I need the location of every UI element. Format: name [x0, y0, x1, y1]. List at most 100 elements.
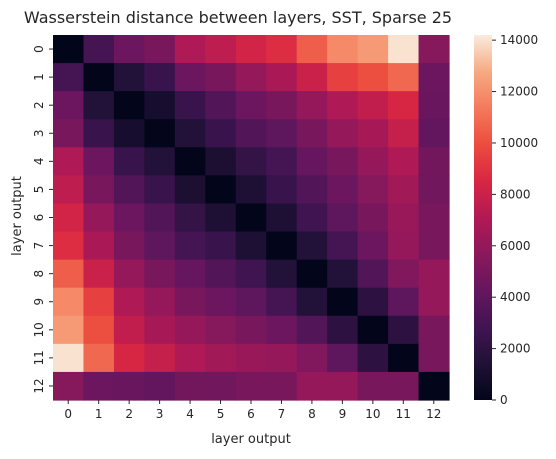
heatmap-cell [327, 231, 359, 261]
heatmap-cell [144, 175, 176, 205]
heatmap-cell [113, 315, 145, 345]
heatmap-cell [53, 371, 85, 401]
heatmap-cell [418, 343, 450, 373]
heatmap-cell [388, 287, 420, 317]
heatmap-cell [174, 231, 206, 261]
x-tick-label: 0 [64, 407, 72, 421]
chart-title: Wasserstein distance between layers, SST… [24, 8, 452, 27]
heatmap-cell [266, 315, 298, 345]
heatmap-cell [83, 231, 115, 261]
x-tick-label: 5 [217, 407, 225, 421]
heatmap-cell [357, 343, 389, 373]
heatmap-cell [113, 147, 145, 176]
heatmap-cell [113, 287, 145, 317]
colorbar-tick-label: 4000 [500, 290, 531, 304]
heatmap-cells [53, 35, 450, 401]
x-tick-label: 10 [365, 407, 380, 421]
heatmap-cell [113, 35, 145, 64]
heatmap-cell [388, 119, 420, 148]
heatmap-cell [144, 371, 176, 401]
x-tick-label: 2 [125, 407, 133, 421]
heatmap-cell [144, 147, 176, 176]
heatmap-cell [327, 63, 359, 92]
heatmap-cell [144, 343, 176, 373]
heatmap-cell [205, 91, 237, 120]
heatmap-cell [327, 35, 359, 64]
heatmap-cell [357, 315, 389, 345]
heatmap-cell [357, 175, 389, 205]
heatmap-cell [83, 119, 115, 148]
x-axis-ticks: 0 1 2 3 4 5 6 7 8 9 10 11 12 [64, 400, 441, 421]
x-tick-label: 3 [156, 407, 164, 421]
heatmap-cell [235, 259, 267, 289]
heatmap-cell [205, 35, 237, 64]
heatmap-cell [388, 343, 420, 373]
heatmap-cell [174, 259, 206, 289]
heatmap-cell [144, 203, 176, 233]
heatmap-cell [296, 343, 328, 373]
heatmap-cell [53, 315, 85, 345]
heatmap-cell [327, 175, 359, 205]
heatmap-cell [266, 287, 298, 317]
heatmap-cell [113, 343, 145, 373]
heatmap-cell [266, 231, 298, 261]
heatmap-cell [418, 35, 450, 64]
x-tick-label: 7 [278, 407, 286, 421]
heatmap-cell [418, 231, 450, 261]
y-tick-label: 2 [32, 101, 46, 109]
heatmap-cell [83, 371, 115, 401]
heatmap-cell [174, 343, 206, 373]
heatmap-cell [174, 175, 206, 205]
heatmap-cell [174, 63, 206, 92]
heatmap-cell [418, 259, 450, 289]
heatmap-cell [357, 63, 389, 92]
heatmap-cell [205, 175, 237, 205]
y-tick-label: 4 [32, 158, 46, 166]
heatmap-cell [357, 203, 389, 233]
heatmap-cell [235, 63, 267, 92]
heatmap-cell [113, 231, 145, 261]
heatmap-cell [174, 371, 206, 401]
heatmap-cell [327, 203, 359, 233]
heatmap-cell [205, 203, 237, 233]
colorbar-tick-label: 2000 [500, 342, 531, 356]
heatmap-cell [357, 91, 389, 120]
heatmap-cell [357, 231, 389, 261]
heatmap-cell [144, 231, 176, 261]
colorbar-tick-label: 12000 [500, 85, 538, 99]
colorbar-tick-label: 8000 [500, 187, 531, 201]
heatmap-cell [418, 371, 450, 401]
heatmap-cell [327, 119, 359, 148]
heatmap-cell [327, 147, 359, 176]
heatmap-cell [205, 231, 237, 261]
heatmap-cell [266, 371, 298, 401]
colorbar-ticks: 0 2000 4000 6000 8000 10000 12000 14000 [492, 33, 538, 407]
heatmap-cell [53, 287, 85, 317]
x-axis-label: layer output [211, 432, 291, 447]
heatmap-cell [83, 343, 115, 373]
x-tick-label: 6 [247, 407, 255, 421]
heatmap-cell [388, 63, 420, 92]
colorbar-tick-label: 0 [500, 393, 508, 407]
heatmap-cell [83, 259, 115, 289]
heatmap-cell [83, 147, 115, 176]
heatmap-cell [388, 371, 420, 401]
y-tick-label: 8 [32, 270, 46, 278]
heatmap-cell [327, 343, 359, 373]
colorbar-tick-label: 10000 [500, 136, 538, 150]
heatmap-cell [327, 259, 359, 289]
heatmap-cell [53, 259, 85, 289]
heatmap-cell [296, 175, 328, 205]
heatmap-cell [53, 91, 85, 120]
heatmap-cell [327, 315, 359, 345]
heatmap-cell [266, 119, 298, 148]
heatmap-cell [296, 147, 328, 176]
heatmap-cell [235, 231, 267, 261]
x-tick-label: 4 [186, 407, 194, 421]
colorbar [474, 35, 492, 400]
heatmap-cell [266, 91, 298, 120]
heatmap-cell [357, 287, 389, 317]
heatmap-cell [113, 259, 145, 289]
y-tick-label: 10 [32, 322, 46, 337]
